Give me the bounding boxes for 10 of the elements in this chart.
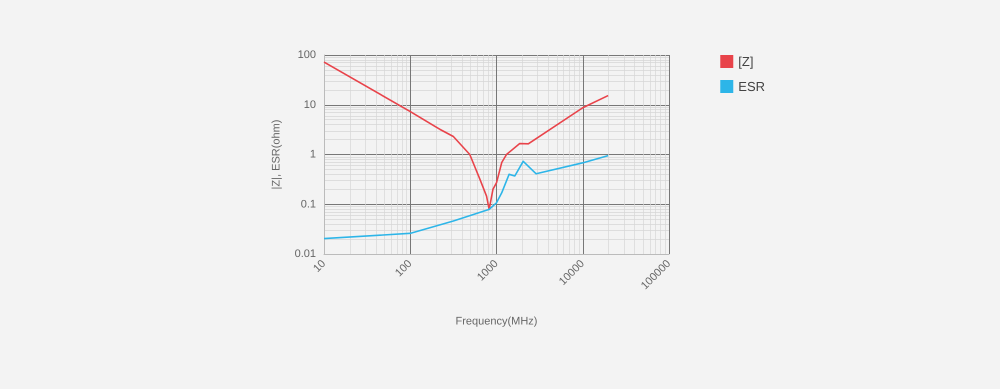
- y-tick-label: 10: [304, 98, 316, 111]
- legend-label: [Z]: [738, 54, 754, 69]
- y-tick-label: 100: [298, 49, 316, 61]
- y-tick-label: 0.1: [300, 198, 316, 210]
- x-tick-label: 100: [393, 258, 414, 280]
- legend-label: ESR: [738, 79, 766, 94]
- x-axis-title: Frequency(MHz): [456, 316, 538, 328]
- y-tick-label: 1: [310, 148, 316, 160]
- y-tick-label: 0.01: [294, 248, 316, 260]
- y-axis-title: |Z|, ESR(ohm): [270, 120, 282, 190]
